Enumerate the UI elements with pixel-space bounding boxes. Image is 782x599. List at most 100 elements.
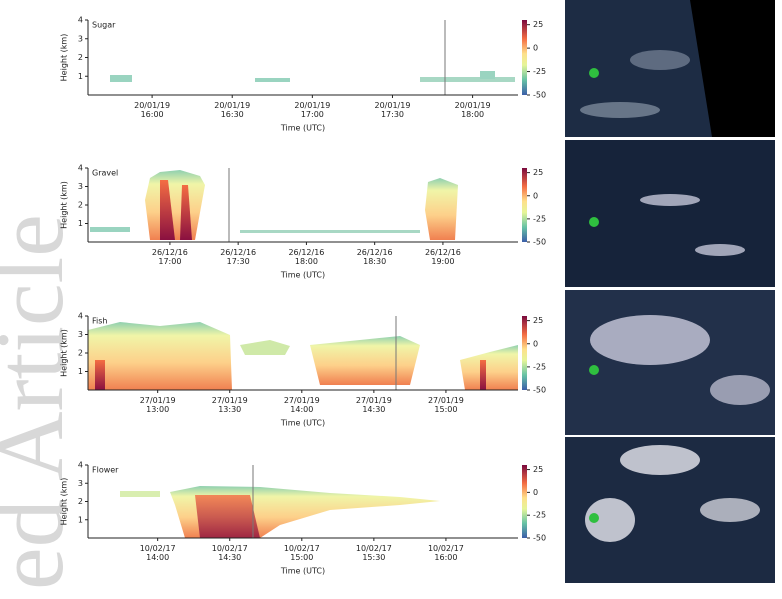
radar-echo bbox=[480, 360, 486, 390]
radar-echo bbox=[420, 77, 515, 82]
x-tick-label: 27/01/19 15:00 bbox=[428, 396, 464, 414]
y-tick-label: 1 bbox=[78, 219, 83, 228]
panel-title: Flower bbox=[92, 466, 119, 475]
site-marker bbox=[589, 68, 599, 78]
cloud bbox=[700, 498, 760, 522]
x-tick-label: 20/01/19 16:00 bbox=[134, 101, 170, 119]
colorbar-tick-label: 25 bbox=[533, 20, 543, 29]
radar-echo bbox=[240, 230, 420, 233]
colorbar-tick-label: -50 bbox=[533, 386, 546, 395]
x-tick-label: 20/01/19 17:00 bbox=[294, 101, 330, 119]
x-tick-label: 27/01/19 14:00 bbox=[284, 396, 320, 414]
y-tick-label: 3 bbox=[78, 330, 83, 339]
panel-title: Fish bbox=[92, 317, 107, 326]
watermark: ed Article bbox=[0, 214, 83, 590]
x-tick-label: 27/01/19 14:30 bbox=[356, 396, 392, 414]
y-tick-label: 2 bbox=[78, 497, 83, 506]
cloud bbox=[695, 244, 745, 256]
y-tick-label: 3 bbox=[78, 34, 83, 43]
satellite-images bbox=[565, 0, 775, 583]
y-tick-label: 1 bbox=[78, 515, 83, 524]
radar-echoes bbox=[88, 71, 518, 538]
colorbar-tick-label: -50 bbox=[533, 91, 546, 100]
radar-echo bbox=[425, 178, 458, 240]
radar-echo bbox=[310, 336, 420, 385]
colorbar bbox=[522, 465, 527, 538]
colorbar-tick-label: -25 bbox=[533, 511, 546, 520]
colorbar bbox=[522, 168, 527, 242]
x-tick-label: 26/12/16 17:00 bbox=[152, 248, 188, 266]
colorbar-tick-label: -25 bbox=[533, 362, 546, 371]
colorbar bbox=[522, 20, 527, 95]
cloud bbox=[580, 102, 660, 118]
y-tick-label: 2 bbox=[78, 53, 83, 62]
site-marker bbox=[589, 217, 599, 227]
y-tick-label: 4 bbox=[78, 164, 83, 173]
y-tick-label: 1 bbox=[78, 72, 83, 81]
cloud bbox=[630, 50, 690, 70]
colorbar-tick-label: 0 bbox=[533, 44, 538, 53]
cloud bbox=[585, 498, 635, 542]
x-tick-label: 20/01/19 17:30 bbox=[375, 101, 411, 119]
radar-echo bbox=[195, 495, 260, 538]
radar-echo bbox=[240, 340, 290, 355]
no-data bbox=[690, 0, 775, 137]
x-tick-label: 20/01/19 18:00 bbox=[455, 101, 491, 119]
site-marker bbox=[589, 513, 599, 523]
y-axis-label: Height (km) bbox=[60, 329, 69, 377]
colorbar-tick-label: -25 bbox=[533, 214, 546, 223]
x-tick-label: 27/01/19 13:30 bbox=[212, 396, 248, 414]
x-tick-label: 10/02/17 16:00 bbox=[428, 544, 464, 562]
y-tick-label: 4 bbox=[78, 461, 83, 470]
x-axis-label: Time (UTC) bbox=[280, 567, 325, 576]
y-tick-label: 3 bbox=[78, 479, 83, 488]
colorbar-tick-label: -50 bbox=[533, 238, 546, 247]
cloud bbox=[640, 194, 700, 206]
radar-echo bbox=[88, 322, 232, 390]
y-tick-label: 4 bbox=[78, 312, 83, 321]
y-axis-label: Height (km) bbox=[60, 478, 69, 526]
site-marker bbox=[589, 365, 599, 375]
radar-echo bbox=[255, 78, 290, 82]
radar-echo bbox=[460, 345, 518, 390]
colorbar-tick-label: -25 bbox=[533, 67, 546, 76]
radar-echo bbox=[480, 71, 495, 79]
x-tick-label: 20/01/19 16:30 bbox=[214, 101, 250, 119]
x-tick-label: 26/12/16 17:30 bbox=[220, 248, 256, 266]
y-axis-label: Height (km) bbox=[60, 181, 69, 229]
x-tick-label: 10/02/17 14:00 bbox=[140, 544, 176, 562]
cloud bbox=[590, 315, 710, 365]
radar-echo bbox=[160, 180, 175, 240]
y-tick-label: 4 bbox=[78, 16, 83, 25]
colorbar bbox=[522, 316, 527, 390]
panel-title: Sugar bbox=[92, 21, 116, 30]
radar-echo bbox=[110, 75, 132, 82]
x-tick-label: 10/02/17 14:30 bbox=[212, 544, 248, 562]
colorbar-tick-label: 25 bbox=[533, 316, 543, 325]
cloud bbox=[710, 375, 770, 405]
radar-echo bbox=[180, 185, 192, 240]
colorbar-tick-label: 25 bbox=[533, 168, 543, 177]
panel-title: Gravel bbox=[92, 169, 118, 178]
x-axis-label: Time (UTC) bbox=[280, 271, 325, 280]
x-tick-label: 10/02/17 15:00 bbox=[284, 544, 320, 562]
y-tick-label: 2 bbox=[78, 201, 83, 210]
x-tick-label: 26/12/16 18:00 bbox=[288, 248, 324, 266]
x-tick-label: 27/01/19 13:00 bbox=[140, 396, 176, 414]
satellite-image bbox=[565, 140, 775, 287]
colorbar-tick-label: -50 bbox=[533, 534, 546, 543]
colorbar-tick-label: 25 bbox=[533, 465, 543, 474]
y-axis-label: Height (km) bbox=[60, 34, 69, 82]
x-tick-label: 26/12/16 18:30 bbox=[357, 248, 393, 266]
y-tick-label: 2 bbox=[78, 349, 83, 358]
radar-echo bbox=[95, 360, 105, 390]
radar-echo bbox=[120, 491, 160, 497]
y-tick-label: 1 bbox=[78, 367, 83, 376]
radar-echo bbox=[90, 227, 130, 232]
x-axis-label: Time (UTC) bbox=[280, 419, 325, 428]
colorbar-tick-label: 0 bbox=[533, 488, 538, 497]
x-tick-label: 26/12/16 19:00 bbox=[425, 248, 461, 266]
x-tick-label: 10/02/17 15:30 bbox=[356, 544, 392, 562]
cloud bbox=[620, 445, 700, 475]
